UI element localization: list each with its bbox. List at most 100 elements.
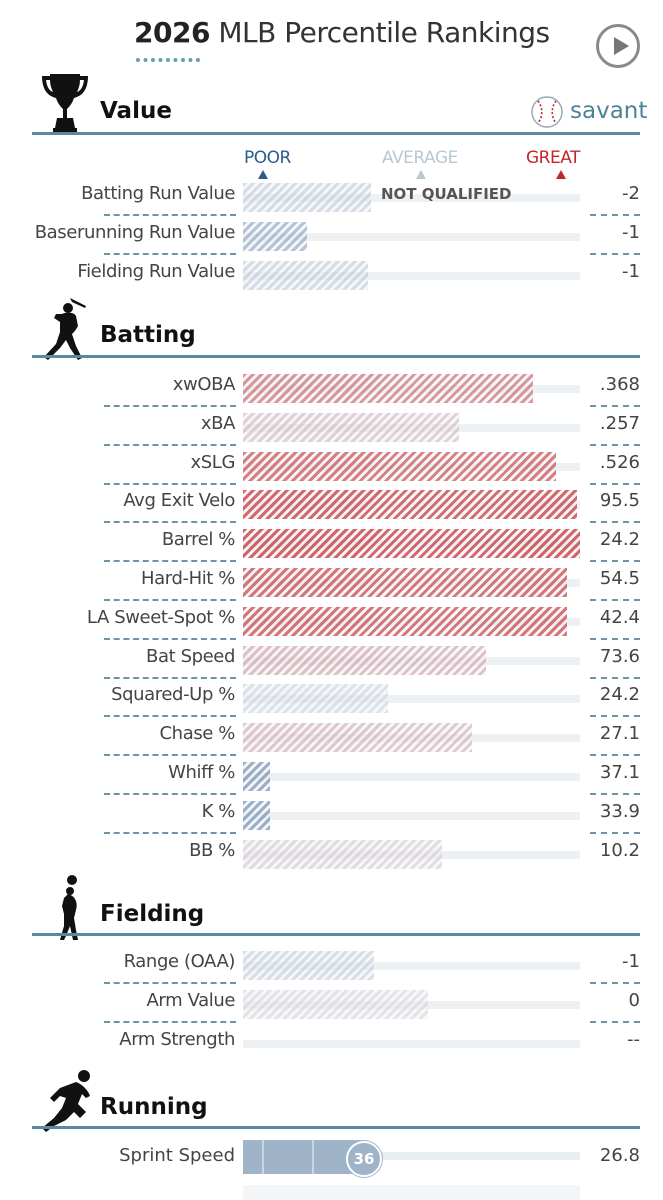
row-divider [104, 831, 236, 834]
metric-row-la-sweet-spot: LA Sweet-Spot % 42.4 [0, 604, 663, 643]
percentile-bar [243, 183, 371, 212]
metric-row-batting-run-value: Batting Run Value NOT QUALIFIED -2 [0, 180, 663, 219]
row-divider [590, 676, 640, 679]
percentile-track [243, 962, 580, 970]
metric-label: LA Sweet-Spot % [86, 606, 235, 628]
savant-wordmark: savant [570, 98, 648, 124]
metric-row-range-oaa: Range (OAA) -1 [0, 948, 663, 987]
metric-row-baserunning-run-value: Baserunning Run Value -1 [0, 219, 663, 258]
percentile-track [243, 1152, 580, 1160]
metric-label: Fielding Run Value [77, 261, 235, 282]
metric-value: 0 [628, 990, 640, 1011]
scale-average-label: AVERAGE [382, 148, 458, 168]
metric-label: Hard-Hit % [141, 568, 235, 589]
metric-label: Chase % [159, 723, 236, 745]
percentile-bar [243, 568, 567, 597]
row-divider [590, 482, 640, 485]
row-divider [104, 214, 236, 216]
section-label-value: Value [100, 98, 172, 124]
metric-row-bb: BB % 10.2 [0, 837, 663, 876]
percentile-bar [243, 762, 270, 791]
section-rule [32, 132, 640, 135]
row-divider [104, 982, 236, 984]
metric-label: Whiff % [168, 762, 235, 783]
percentile-bar [243, 606, 567, 636]
metric-row-chase: Chase % 27.1 [0, 720, 663, 759]
section-rule [32, 355, 640, 358]
metric-value: 27.1 [599, 723, 640, 745]
row-divider [104, 676, 236, 679]
percentile-bar [243, 951, 374, 980]
metric-value: 10.2 [599, 839, 640, 861]
section-label-running: Running [100, 1094, 208, 1120]
metric-label: Baserunning Run Value [34, 222, 236, 243]
fielder-icon [60, 875, 78, 940]
metric-row-hard-hit: Hard-Hit % 54.5 [0, 565, 663, 604]
metric-label: Squared-Up % [111, 684, 235, 706]
percentile-track [243, 773, 580, 781]
metric-label: xBA [200, 412, 236, 434]
metric-row-arm-strength: Arm Strength -- [0, 1026, 663, 1065]
scale-average-marker [416, 170, 426, 179]
row-divider [590, 560, 640, 563]
percentile-bar [243, 800, 270, 830]
row-divider [104, 560, 236, 563]
metric-row-sprint-speed: Sprint Speed 36 26.8 [0, 1137, 663, 1177]
row-divider [590, 253, 640, 255]
row-divider [590, 715, 640, 718]
metric-label: Sprint Speed [119, 1145, 235, 1166]
metric-row-bat-speed: Bat Speed 73.6 [0, 643, 663, 682]
partial-row [243, 1185, 580, 1200]
percentile-track [243, 423, 580, 432]
scale-great-marker [556, 170, 566, 179]
percentile-bar [243, 490, 577, 520]
metric-row-barrel: Barrel % 24.2 [0, 526, 663, 565]
row-divider [590, 214, 640, 216]
metric-label: Range (OAA) [123, 951, 236, 972]
row-divider [104, 405, 236, 407]
metric-value: 37.1 [599, 762, 640, 783]
row-divider [590, 1021, 640, 1023]
row-divider [104, 637, 236, 640]
percentile-bar [243, 990, 428, 1019]
metric-value: 26.8 [599, 1145, 640, 1166]
row-divider [590, 637, 640, 640]
percentile-track [243, 233, 580, 241]
title-text: MLB Percentile Rankings [218, 16, 550, 49]
metric-value: 95.5 [599, 490, 640, 512]
metric-value: 24.2 [599, 529, 640, 551]
metric-value: -- [627, 1029, 640, 1050]
percentile-track [243, 811, 580, 820]
percentile-bar [243, 261, 368, 290]
percentile-marker: 36 [346, 1141, 382, 1177]
play-button[interactable] [596, 24, 640, 68]
percentile-bar [243, 723, 472, 753]
metric-label: Batting Run Value [81, 183, 235, 204]
row-divider [104, 482, 236, 485]
row-divider [104, 443, 236, 446]
metric-label: Avg Exit Velo [123, 490, 235, 512]
percentile-bar [243, 529, 580, 559]
percentile-bar [243, 412, 459, 442]
metric-row-avg-exit-velo: Avg Exit Velo 95.5 [0, 487, 663, 526]
metric-value: -1 [622, 222, 640, 243]
scale-great-label: GREAT [526, 148, 580, 168]
not-qualified-label: NOT QUALIFIED [381, 185, 512, 203]
metric-value: 73.6 [599, 645, 640, 667]
row-divider [590, 405, 640, 407]
row-divider [590, 443, 640, 446]
metric-row-squared-up: Squared-Up % 24.2 [0, 681, 663, 720]
row-divider [104, 253, 236, 255]
metric-value: 54.5 [599, 568, 640, 589]
section-rule [32, 933, 640, 936]
metric-value: 24.2 [599, 684, 640, 706]
section-value: Value [32, 72, 640, 138]
percentile-bar [243, 684, 388, 714]
metric-label: Bat Speed [146, 645, 235, 667]
metric-row-arm-value: Arm Value 0 [0, 987, 663, 1026]
header: 2026 MLB Percentile Rankings [0, 10, 663, 70]
percentile-track [243, 1001, 580, 1009]
metric-row-whiff: Whiff % 37.1 [0, 759, 663, 798]
row-divider [104, 754, 236, 757]
scale-poor-label: POOR [244, 148, 291, 168]
